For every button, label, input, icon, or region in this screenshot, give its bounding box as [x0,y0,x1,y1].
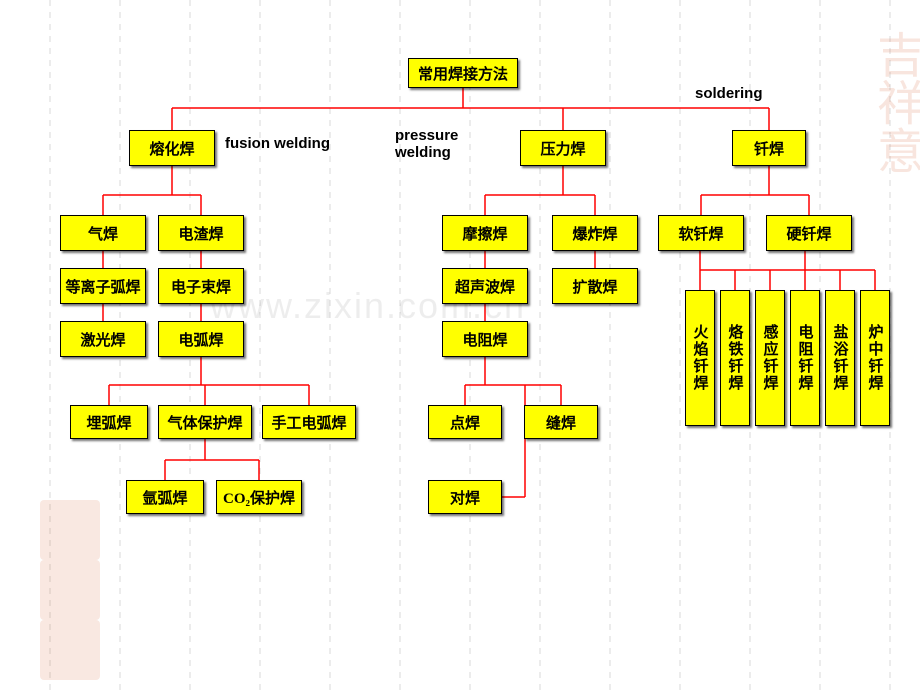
node-ebeam: 电子束焊 [158,268,244,304]
label-fusion-welding: fusion welding [225,135,330,152]
node-gasprot: 气体保护焊 [158,405,252,439]
node-iron: 烙铁钎焊 [720,290,750,426]
node-manualarc: 手工电弧焊 [262,405,356,439]
node-salt: 盐浴钎焊 [825,290,855,426]
node-tig: 氩弧焊 [126,480,204,514]
node-fusion: 熔化焊 [129,130,215,166]
node-softs: 软钎焊 [658,215,744,251]
node-butt: 对焊 [428,480,502,514]
node-arc: 电弧焊 [158,321,244,357]
node-hards: 硬钎焊 [766,215,852,251]
node-furnace: 炉中钎焊 [860,290,890,426]
node-laser: 激光焊 [60,321,146,357]
node-friction: 摩擦焊 [442,215,528,251]
node-explosion: 爆炸焊 [552,215,638,251]
node-spot: 点焊 [428,405,502,439]
node-plasma: 等离子弧焊 [60,268,146,304]
node-pressure: 压力焊 [520,130,606,166]
label-soldering: soldering [695,85,763,102]
node-solder: 钎焊 [732,130,806,166]
label-pressure-welding: pressurewelding [395,128,458,161]
node-seam: 缝焊 [524,405,598,439]
node-induct: 感应钎焊 [755,290,785,426]
node-flame: 火焰钎焊 [685,290,715,426]
node-ultrasonic: 超声波焊 [442,268,528,304]
node-ress: 电阻钎焊 [790,290,820,426]
node-gas: 气焊 [60,215,146,251]
node-diffusion: 扩散焊 [552,268,638,304]
node-submerged: 埋弧焊 [70,405,148,439]
node-root: 常用焊接方法 [408,58,518,88]
node-co2: CO₂保护焊 [216,480,302,514]
node-eslag: 电渣焊 [158,215,244,251]
node-resistance: 电阻焊 [442,321,528,357]
